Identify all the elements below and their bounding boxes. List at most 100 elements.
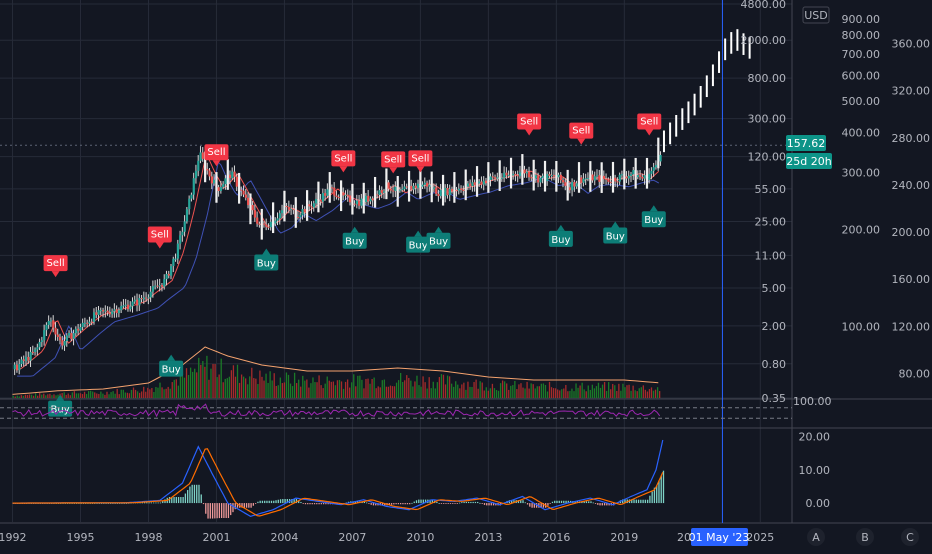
volume-bar-54 [122,389,124,398]
macd-hist-152 [356,501,359,504]
scale-button-c[interactable]: C [901,528,919,546]
crosshair-date-label: 01 May '23 [689,531,750,544]
macd-hist-64 [157,502,159,504]
macd-hist-123 [291,499,293,504]
macd-hist-130 [307,503,309,505]
candle-body-212 [494,177,497,179]
volume-bar-135 [287,374,290,398]
candle-body-141 [333,187,336,196]
candle-body-117 [278,213,281,219]
volume-bar-201 [422,376,424,398]
volume-bar-248 [518,384,520,398]
volume-bar-2 [16,395,18,398]
volume-bar-189 [397,380,400,398]
macd-hist-106 [252,503,255,506]
volume-bar-55 [124,392,126,398]
scale-button-b[interactable]: B [856,528,874,546]
scale-button-a[interactable]: A [807,528,825,546]
macd-hist-240 [556,500,558,504]
volume-bar-113 [242,376,245,398]
volume-bar-43 [100,391,102,398]
volume-bar-147 [312,377,314,398]
volume-bar-15 [43,393,45,398]
volume-bar-186 [391,386,394,398]
volume-bar-10 [32,395,35,398]
macd-hist-151 [354,501,356,504]
volume-bar-48 [110,392,112,398]
macd-hist-109 [259,500,261,504]
candle-body-175 [410,185,413,190]
volume-bar-197 [414,381,416,398]
volume-bar-210 [440,374,443,398]
volume-bar-70 [155,386,157,398]
macd-hist-257 [594,503,597,504]
macd-hist-179 [418,499,420,504]
volume-bar-309 [642,385,644,398]
candle-body-115 [274,220,277,224]
candle-body-207 [482,180,485,185]
macd-hist-242 [560,500,563,504]
candle-body-74 [181,231,184,236]
macd-hist-168 [393,503,395,505]
volume-bar-236 [493,388,496,398]
macd-hist-96 [230,503,232,516]
candle-body-97 [233,171,236,177]
macd-hist-206 [479,502,481,504]
macd-hist-285 [658,480,660,504]
volume-bar-27 [67,393,69,398]
volume-bar-246 [514,380,516,398]
right-b-price-tick-0: 360.00 [892,38,931,51]
volume-bar-117 [251,367,253,398]
candle-body-16 [49,320,53,322]
volume-bar-138 [293,372,296,398]
macd-hist-281 [649,495,651,504]
volume-bar-234 [489,388,492,398]
candle-body-203 [473,182,476,186]
candle-body-41 [106,310,109,313]
signal-sell-label-0: Sell [47,258,65,269]
candle-body-245 [568,187,572,191]
volume-bar-80 [175,379,177,398]
macd-hist-70 [171,497,173,504]
candle-body-171 [401,189,404,191]
candle-body-282 [652,167,655,171]
volume-bar-104 [224,378,226,398]
candle-body-216 [503,172,506,178]
volume-bar-99 [214,364,216,398]
volume-bar-273 [569,390,571,398]
volume-bar-64 [143,386,145,398]
volume-bar-187 [393,386,396,398]
macd-hist-278 [642,499,644,504]
time-tick-6: 2010 [406,531,434,544]
volume-bar-170 [359,375,361,398]
signal-buy-pointer-9 [56,394,65,401]
volume-bar-238 [497,390,500,398]
volume-bar-306 [636,391,638,398]
candle-body-258 [598,175,601,182]
macd-hist-94 [225,503,227,519]
macd-hist-93 [223,503,225,519]
volume-bar-29 [71,392,73,398]
candle-body-38 [99,310,102,312]
macd-hist-230 [533,503,535,508]
macd-hist-137 [322,503,325,505]
macd-hist-224 [520,500,522,504]
volume-bar-83 [181,370,184,398]
candle-body-26 [72,333,75,340]
volume-bar-59 [132,387,135,398]
candle-body-205 [478,181,481,184]
macd-hist-134 [316,503,318,505]
right-b-price-tick-5: 160.00 [892,273,931,286]
candle-body-2 [18,364,21,371]
volume-bar-167 [353,374,355,398]
candle-body-39 [102,310,105,312]
candle-body-160 [376,194,379,196]
volume-bar-178 [375,388,377,398]
candle-body-21 [61,340,64,346]
time-tick-0: 1992 [0,531,27,544]
volume-bar-206 [432,381,434,398]
volume-bar-244 [510,385,512,398]
